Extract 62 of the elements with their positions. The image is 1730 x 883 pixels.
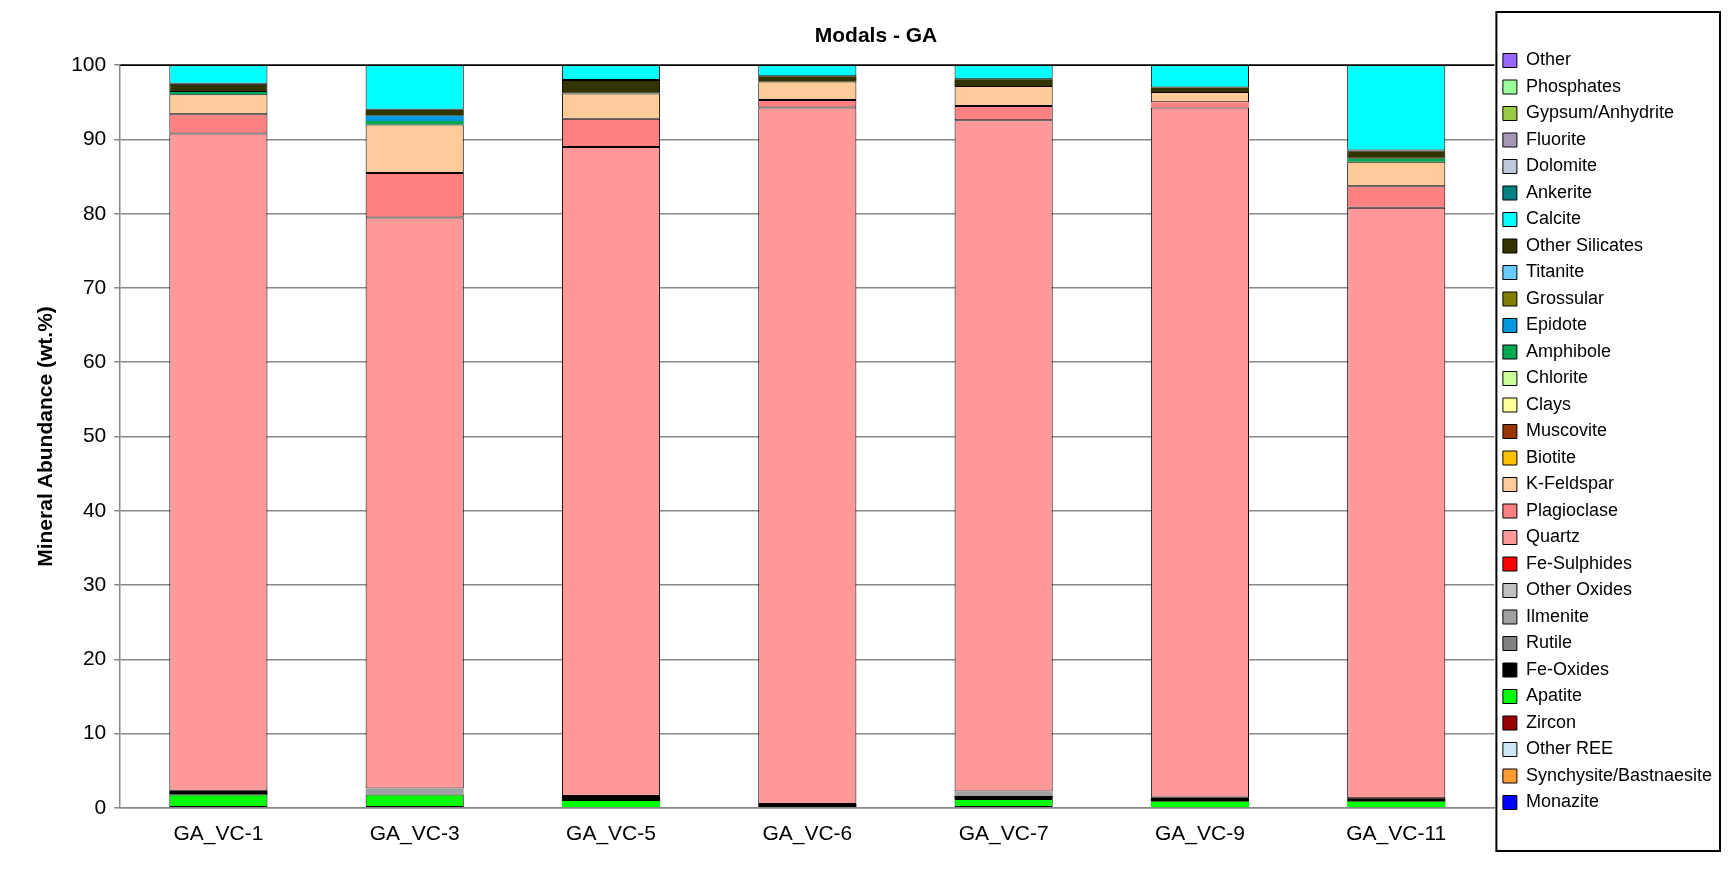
legend-label: Plagioclase [1525,499,1618,520]
y-tick-label: 100 [71,52,107,75]
legend-label: Calcite [1525,208,1581,229]
x-tick-label: GA_VC-3 [369,821,460,846]
legend-label: K-Feldspar [1525,473,1614,494]
y-tick-label: 60 [82,349,107,373]
y-tick-label: 50 [82,423,107,447]
bar [365,109,464,116]
legend-label: Ilmenite [1525,605,1589,626]
y-tick-label: 10 [82,720,107,744]
bar [954,791,1053,796]
legend-label: Fe-Oxides [1525,658,1609,679]
chart-title: Modals - GA [814,23,938,47]
x-tick-label: GA_VC-7 [958,821,1049,846]
legend-label: Muscovite [1525,420,1607,441]
legend-label: Synchysite/Bastnaesite [1525,764,1713,785]
y-tick-label: 0 [94,794,107,818]
legend-label: Titanite [1525,261,1585,282]
legend-label: Epidote [1525,314,1587,335]
bar [365,115,464,121]
legend-label: Clays [1525,393,1571,414]
legend-label: Chlorite [1525,367,1588,388]
bar [1150,87,1250,92]
y-tick-label: 70 [82,274,107,298]
legend-label: Other [1525,49,1571,70]
x-tick-label: GA_VC-11 [1346,821,1447,846]
legend-label: Quartz [1525,526,1580,547]
legend-label: Grossular [1525,287,1604,308]
legend-label: Phosphates [1525,75,1621,96]
bar [365,788,464,795]
legend-label: Other Silicates [1525,234,1643,255]
x-tick-label: GA_VC-6 [762,821,853,846]
legend-label: Other Oxides [1525,579,1632,600]
bar [1347,158,1446,162]
bar [1347,801,1446,808]
y-tick-label: 40 [82,497,107,521]
y-tick-label: 90 [82,126,107,150]
x-tick-label: GA_VC-9 [1155,821,1245,846]
y-tick-label: 80 [82,200,107,224]
legend-label: Zircon [1525,711,1576,732]
y-axis-title: Mineral Abundance (wt.%) [33,306,57,567]
x-tick-label: GA_VC-1 [173,821,264,846]
bar [1150,801,1250,808]
legend-label: Apatite [1525,685,1582,706]
y-tick-label: 30 [82,571,107,595]
y-tick-label: 20 [82,646,107,670]
bar [954,79,1053,86]
legend-label: Biotite [1525,446,1576,467]
legend-label: Other REE [1525,738,1613,759]
bar [1150,102,1250,108]
legend-label: Gypsum/Anhydrite [1525,102,1674,123]
legend-label: Rutile [1525,632,1572,653]
legend-label: Amphibole [1525,340,1611,361]
bar [365,120,464,125]
legend-label: Ankerite [1525,181,1592,202]
legend-label: Fluorite [1525,128,1586,149]
legend-label: Dolomite [1525,155,1597,176]
x-tick-label: GA_VC-5 [566,821,656,846]
bar [561,801,661,808]
legend-label: Monazite [1525,791,1599,812]
bar [758,76,857,82]
legend-label: Fe-Sulphides [1525,552,1632,573]
